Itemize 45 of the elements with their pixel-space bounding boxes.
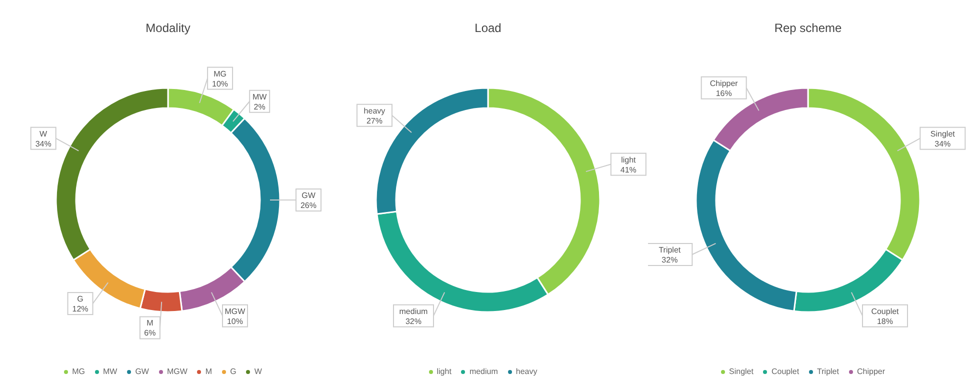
legend-label: heavy (516, 367, 538, 376)
slice-label: Triplet (658, 246, 682, 254)
data-label: 16% (716, 88, 732, 98)
slice-label: light (621, 155, 637, 164)
legend-label: medium (469, 367, 498, 376)
legend-label: light (436, 367, 452, 376)
legend-label: Singlet (729, 367, 754, 376)
slice-label: W (40, 129, 48, 138)
slice-label: G (77, 294, 84, 304)
legend-label: MGW (166, 367, 188, 376)
data-label: 10% (212, 79, 228, 88)
slice-label: MG (214, 69, 226, 78)
slice-label: heavy (364, 106, 386, 116)
legend-label: Chipper (856, 367, 885, 376)
data-label: 41% (620, 165, 636, 174)
legend-label: MG (72, 367, 85, 376)
chart-title: Load (474, 20, 502, 37)
data-label: 6% (144, 328, 156, 338)
legend-label: W (254, 367, 262, 376)
slice-label: MW (252, 92, 268, 102)
data-label: 34% (934, 139, 951, 148)
chart-title: Rep scheme (773, 20, 843, 37)
data-label: 18% (876, 316, 894, 326)
slice-label: M (146, 318, 154, 328)
legend-label: GW (135, 367, 149, 376)
legend-label: Triplet (817, 367, 839, 376)
data-label: 12% (72, 304, 88, 314)
data-label: 32% (405, 316, 422, 326)
slice-label: Couplet (871, 306, 900, 316)
slice-label: GW (302, 191, 316, 200)
chart-title: Modality (144, 20, 192, 37)
legend-label: M (205, 367, 212, 376)
slice-label: MGW (224, 306, 246, 316)
data-label: 10% (226, 316, 244, 326)
data-label: 26% (300, 201, 317, 210)
legend-label: G (230, 367, 236, 376)
data-label: 2% (254, 102, 266, 112)
legend-label: MW (102, 367, 118, 376)
data-label: 27% (366, 116, 382, 126)
slice-label: medium (399, 306, 428, 316)
slice-label: Singlet (930, 129, 956, 138)
legend-label: Couplet (771, 367, 800, 376)
slice-label: Chipper (710, 78, 738, 88)
data-label: 32% (662, 256, 678, 264)
data-label: 34% (35, 139, 52, 148)
